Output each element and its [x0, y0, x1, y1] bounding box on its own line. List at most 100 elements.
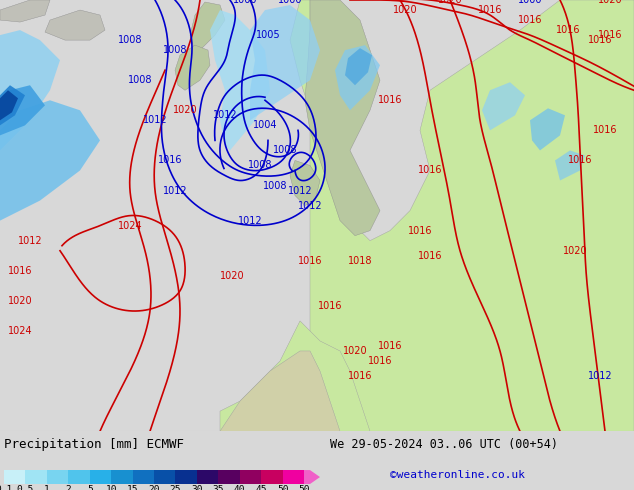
Text: We 29-05-2024 03..06 UTC (00+54): We 29-05-2024 03..06 UTC (00+54) — [330, 438, 558, 451]
Polygon shape — [305, 0, 380, 236]
Bar — [133, 470, 154, 484]
Text: 40: 40 — [234, 485, 245, 490]
Polygon shape — [0, 30, 60, 150]
Text: 20: 20 — [148, 485, 160, 490]
Text: 1016: 1016 — [588, 35, 612, 45]
Text: 1020: 1020 — [392, 5, 417, 15]
Polygon shape — [335, 45, 380, 110]
Text: 1012: 1012 — [163, 186, 187, 196]
Bar — [261, 470, 283, 484]
Bar — [68, 470, 90, 484]
Text: 1008: 1008 — [248, 160, 272, 171]
Polygon shape — [210, 10, 270, 150]
Bar — [176, 470, 197, 484]
Text: 30: 30 — [191, 485, 203, 490]
Text: 1000: 1000 — [278, 0, 302, 5]
Text: 1016: 1016 — [298, 256, 322, 266]
Text: 1024: 1024 — [8, 326, 32, 336]
Text: 1016: 1016 — [8, 266, 32, 276]
Bar — [4, 470, 25, 484]
Polygon shape — [290, 160, 320, 206]
Bar — [218, 470, 240, 484]
Text: 1016: 1016 — [598, 30, 622, 40]
Text: 1024: 1024 — [118, 220, 142, 231]
Text: 0.5: 0.5 — [17, 485, 34, 490]
Text: 1016: 1016 — [418, 166, 443, 175]
Text: 1018: 1018 — [348, 256, 372, 266]
Text: 1020: 1020 — [437, 0, 462, 5]
Text: 1020: 1020 — [172, 105, 197, 115]
Text: 1012: 1012 — [288, 186, 313, 196]
Text: 1000: 1000 — [518, 0, 542, 5]
Polygon shape — [250, 5, 320, 121]
Text: 1000: 1000 — [233, 0, 257, 5]
Text: 1020: 1020 — [598, 0, 623, 5]
Polygon shape — [0, 351, 634, 441]
Bar — [154, 470, 176, 484]
Text: 1012: 1012 — [238, 216, 262, 225]
Text: 1020: 1020 — [8, 296, 32, 306]
Text: 1008: 1008 — [127, 75, 152, 85]
Text: 1: 1 — [44, 485, 49, 490]
Text: 1012: 1012 — [588, 371, 612, 381]
Text: 1016: 1016 — [408, 225, 432, 236]
Text: 1016: 1016 — [158, 155, 182, 166]
Text: 1008: 1008 — [163, 45, 187, 55]
Polygon shape — [290, 0, 634, 431]
Polygon shape — [0, 0, 50, 22]
Text: 1016: 1016 — [378, 341, 402, 351]
Text: 1012: 1012 — [18, 236, 42, 245]
Text: 1016: 1016 — [348, 371, 372, 381]
Text: 1016: 1016 — [593, 125, 618, 135]
Text: ©weatheronline.co.uk: ©weatheronline.co.uk — [390, 470, 525, 480]
Text: 1008: 1008 — [273, 146, 297, 155]
Bar — [283, 470, 304, 484]
Polygon shape — [0, 100, 100, 220]
Text: 1016: 1016 — [378, 95, 402, 105]
Polygon shape — [0, 90, 18, 121]
Text: 25: 25 — [170, 485, 181, 490]
Text: 1004: 1004 — [253, 121, 277, 130]
Bar — [47, 470, 68, 484]
Bar — [197, 470, 218, 484]
Bar — [240, 470, 261, 484]
Text: 1005: 1005 — [256, 30, 280, 40]
Text: 1020: 1020 — [563, 245, 587, 256]
Bar — [25, 470, 47, 484]
Bar — [111, 470, 133, 484]
Text: 1016: 1016 — [318, 301, 342, 311]
Polygon shape — [482, 82, 525, 130]
Text: 50: 50 — [277, 485, 288, 490]
Text: 1008: 1008 — [262, 180, 287, 191]
Text: 1012: 1012 — [212, 110, 237, 121]
Text: Precipitation [mm] ECMWF: Precipitation [mm] ECMWF — [4, 438, 184, 451]
Text: 1020: 1020 — [343, 346, 367, 356]
Text: 1012: 1012 — [143, 115, 167, 125]
Polygon shape — [0, 85, 45, 135]
Text: 1012: 1012 — [298, 200, 322, 211]
Text: 1016: 1016 — [418, 251, 443, 261]
Polygon shape — [555, 150, 585, 180]
Polygon shape — [0, 85, 25, 125]
Text: 5: 5 — [87, 485, 93, 490]
Text: 10: 10 — [105, 485, 117, 490]
Polygon shape — [345, 48, 372, 85]
Text: 15: 15 — [127, 485, 138, 490]
Text: 1020: 1020 — [220, 271, 244, 281]
Polygon shape — [175, 45, 210, 90]
Text: 50: 50 — [298, 485, 310, 490]
Text: 2: 2 — [65, 485, 71, 490]
Text: 1016: 1016 — [518, 15, 542, 25]
Polygon shape — [45, 10, 105, 40]
Text: 1016: 1016 — [368, 356, 392, 366]
Polygon shape — [530, 108, 565, 150]
Text: 1016: 1016 — [568, 155, 592, 166]
Text: 0.1: 0.1 — [0, 485, 13, 490]
Text: 1008: 1008 — [118, 35, 142, 45]
Text: 1016: 1016 — [478, 5, 502, 15]
FancyArrow shape — [304, 470, 320, 484]
Text: 35: 35 — [212, 485, 224, 490]
Text: 45: 45 — [256, 485, 267, 490]
Polygon shape — [190, 2, 225, 52]
Text: 1016: 1016 — [556, 25, 580, 35]
